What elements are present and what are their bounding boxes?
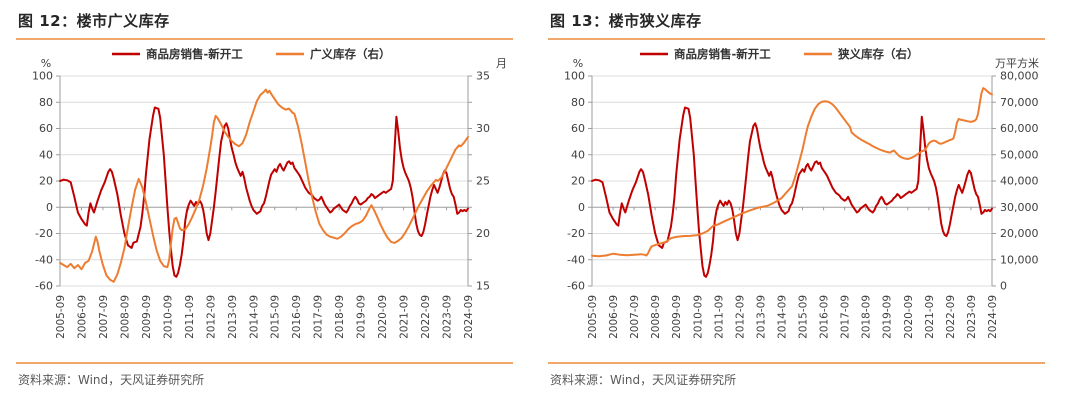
series-line-inventory xyxy=(591,87,993,258)
x-axis-label: 2016-09 xyxy=(819,295,831,339)
right-axis-label: 50,000 xyxy=(1000,148,1039,161)
source-text-narrow: 资料来源：Wind，天风证券研究所 xyxy=(550,373,737,387)
right-axis-label: 0 xyxy=(1000,280,1007,293)
left-axis-label: -40 xyxy=(35,253,53,266)
x-axis-label: 2021-09 xyxy=(924,295,936,339)
right-axis-label: 20 xyxy=(476,227,490,240)
left-axis-label: 100 xyxy=(564,70,585,83)
figure-title-narrow: 图 13：楼市狭义库存 xyxy=(550,12,702,30)
x-axis-label: 2020-09 xyxy=(903,295,915,339)
x-axis-label: 2022-09 xyxy=(420,295,432,339)
x-axis-label: 2017-09 xyxy=(313,295,325,339)
x-axis-label: 2020-09 xyxy=(377,295,389,339)
right-axis-label: 10,000 xyxy=(1000,253,1039,266)
series-line-sales-minus-starts xyxy=(591,106,993,278)
right-axis-label: 30,000 xyxy=(1000,201,1039,214)
left-axis-label: 80 xyxy=(571,96,585,109)
left-axis-label: 0 xyxy=(46,201,53,214)
x-axis-label: 2009-09 xyxy=(141,295,153,339)
right-axis-label: 60,000 xyxy=(1000,122,1039,135)
right-axis-label: 30 xyxy=(476,122,490,135)
left-axis-label: 40 xyxy=(571,148,585,161)
x-axis-label: 2023-09 xyxy=(442,295,454,339)
broad-inventory-chart: -60 -40 -20 0 20 40 60 80 100 15 20 25 30 35 2005-09 20… xyxy=(16,40,513,362)
left-axis-label: 20 xyxy=(39,175,53,188)
x-axis-label: 2013-09 xyxy=(755,295,767,339)
x-axis-label: 2018-09 xyxy=(334,295,346,339)
x-axis-label: 2023-09 xyxy=(966,295,978,339)
x-axis-label: 2006-09 xyxy=(608,295,620,339)
legend-inventory-right-label: 狭义库存（右） xyxy=(837,47,919,61)
right-axis-label: 35 xyxy=(476,70,490,83)
left-axis-label: 100 xyxy=(32,70,53,83)
x-axis-label: 2022-09 xyxy=(945,295,957,339)
series-line-inventory xyxy=(59,88,469,283)
x-axis-label: 2018-09 xyxy=(861,295,873,339)
left-axis-unit: % xyxy=(41,57,51,70)
title-rule-broad xyxy=(16,38,513,40)
source-rule-narrow xyxy=(548,362,1045,364)
x-axis-label: 2006-09 xyxy=(76,295,88,339)
x-axis-label: 2005-09 xyxy=(587,295,599,339)
left-axis-label: -60 xyxy=(35,280,53,293)
figure-title-broad: 图 12：楼市广义库存 xyxy=(18,12,170,30)
x-axis-label: 2017-09 xyxy=(840,295,852,339)
x-axis-label: 2019-09 xyxy=(356,295,368,339)
x-axis-label: 2016-09 xyxy=(291,295,303,339)
panel-narrow-inventory: 图 13：楼市狭义库存 -60 -40 -20 0 20 40 60 80 100 0 10,000… xyxy=(548,8,1045,388)
left-axis-label: -60 xyxy=(567,280,585,293)
broad-inventory-chart-svg: -60 -40 -20 0 20 40 60 80 100 15 20 25 30 35 2005-09 20… xyxy=(32,47,507,339)
narrow-inventory-chart-svg: -60 -40 -20 0 20 40 60 80 100 0 10,000 20,000 30,000… xyxy=(564,47,1039,339)
right-axis-label: 15 xyxy=(476,280,490,293)
x-axis-label: 2010-09 xyxy=(162,295,174,339)
panel-broad-inventory: 图 12：楼市广义库存 -60 -40 -20 0 20 40 60 80 100 15 20 25 3… xyxy=(16,8,513,388)
right-axis-label: 40,000 xyxy=(1000,175,1039,188)
left-axis-label: 0 xyxy=(578,201,585,214)
x-axis-label: 2008-09 xyxy=(650,295,662,339)
right-axis-unit: 月 xyxy=(496,57,507,70)
left-axis-label: -20 xyxy=(35,227,53,240)
left-axis-label: 60 xyxy=(571,122,585,135)
x-axis-label: 2019-09 xyxy=(882,295,894,339)
left-axis-label: 80 xyxy=(39,96,53,109)
left-axis-unit: % xyxy=(573,57,583,70)
left-axis-label: -20 xyxy=(567,227,585,240)
narrow-inventory-chart: -60 -40 -20 0 20 40 60 80 100 0 10,000 20,000 30,000… xyxy=(548,40,1045,362)
legend-inventory-right-label: 广义库存（右） xyxy=(310,47,391,61)
legend-sales-minus-starts-label: 商品房销售-新开工 xyxy=(674,47,771,61)
right-axis-label: 80,000 xyxy=(1000,70,1039,83)
x-axis-label: 2007-09 xyxy=(98,295,110,339)
title-rule-narrow xyxy=(548,38,1045,40)
right-axis-label: 70,000 xyxy=(1000,96,1039,109)
left-axis-label: 40 xyxy=(39,148,53,161)
right-axis-label: 20,000 xyxy=(1000,227,1039,240)
x-axis-label: 2005-09 xyxy=(55,295,67,339)
x-axis-label: 2011-09 xyxy=(184,295,196,339)
x-axis-label: 2024-09 xyxy=(463,295,475,339)
legend-sales-minus-starts-label: 商品房销售-新开工 xyxy=(146,47,243,61)
source-rule-broad xyxy=(16,362,513,364)
x-axis-label: 2012-09 xyxy=(734,295,746,339)
left-axis-label: 20 xyxy=(571,175,585,188)
x-axis-label: 2007-09 xyxy=(629,295,641,339)
x-axis-label: 2015-09 xyxy=(798,295,810,339)
series-line-sales-minus-starts xyxy=(59,106,469,278)
x-axis-label: 2012-09 xyxy=(205,295,217,339)
x-axis-label: 2008-09 xyxy=(119,295,131,339)
x-axis-label: 2014-09 xyxy=(776,295,788,339)
x-axis-label: 2013-09 xyxy=(227,295,239,339)
x-axis-label: 2021-09 xyxy=(399,295,411,339)
x-axis-label: 2024-09 xyxy=(987,295,999,339)
x-axis-label: 2009-09 xyxy=(671,295,683,339)
source-text-broad: 资料来源：Wind，天风证券研究所 xyxy=(18,373,205,387)
left-axis-label: 60 xyxy=(39,122,53,135)
right-axis-label: 25 xyxy=(476,175,490,188)
x-axis-label: 2014-09 xyxy=(248,295,260,339)
left-axis-label: -40 xyxy=(567,253,585,266)
x-axis-label: 2010-09 xyxy=(692,295,704,339)
x-axis-label: 2011-09 xyxy=(713,295,725,339)
right-axis-unit: 万平方米 xyxy=(995,56,1039,70)
x-axis-label: 2015-09 xyxy=(270,295,282,339)
